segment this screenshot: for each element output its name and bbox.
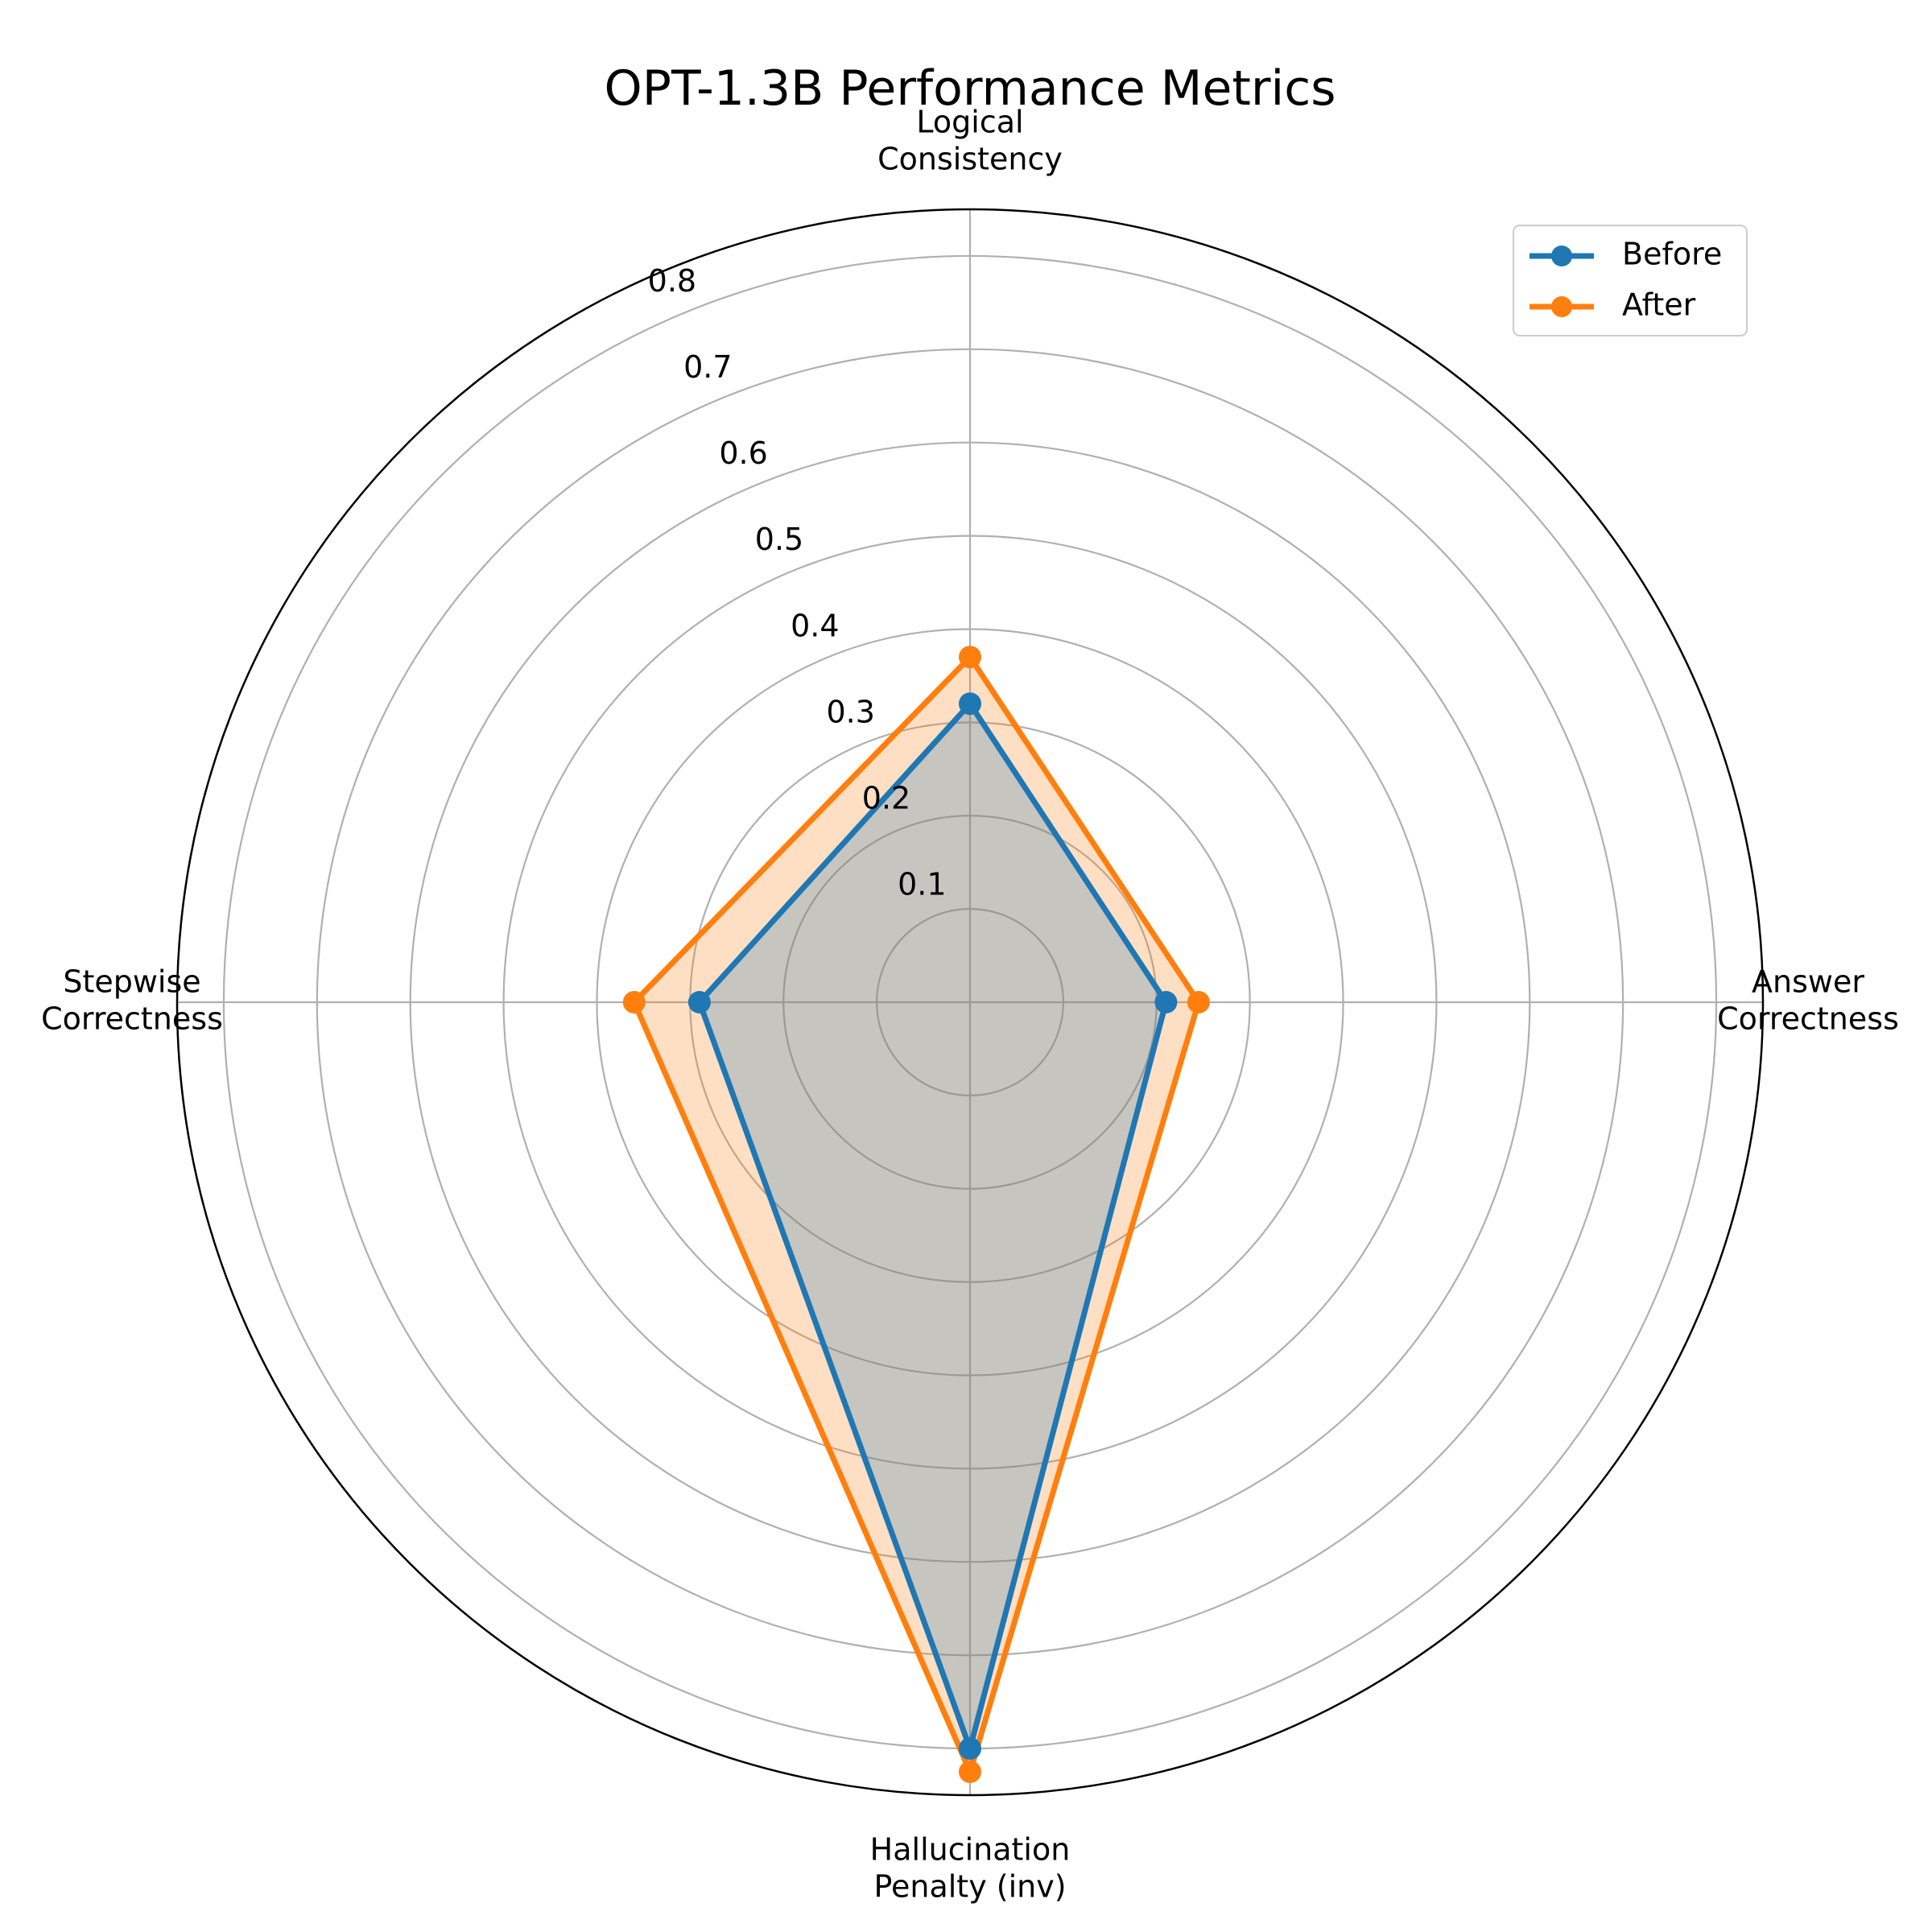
series-fill-before [699, 704, 1166, 1749]
point-after-2 [1187, 991, 1210, 1013]
tick-label-1: 0.1 [898, 867, 946, 902]
tick-label-6: 0.6 [719, 436, 767, 471]
tick-label-7: 0.7 [683, 349, 732, 385]
axis-labels: LogicalConsistencyAnswerCorrectnessHallu… [41, 105, 1899, 1905]
tick-label-3: 0.3 [826, 694, 874, 729]
series-fill-after [634, 657, 1199, 1773]
axis-label-2-line-1: Answer [1752, 964, 1864, 1000]
point-before-2 [1154, 991, 1178, 1013]
axis-label-2-line-2: Correctness [1717, 1001, 1899, 1037]
point-after-4 [622, 991, 646, 1013]
axis-label-1-line-1: Logical [916, 105, 1023, 140]
point-after-3 [959, 1761, 981, 1783]
point-after-1 [959, 646, 981, 669]
chart-title: OPT-1.3B Performance Metrics [605, 60, 1336, 117]
point-before-1 [959, 692, 981, 716]
point-before-4 [687, 991, 711, 1013]
legend-marker-before [1551, 246, 1572, 266]
legend-label-after: After [1622, 287, 1696, 323]
axis-label-3-line-2: Penalty (inv) [873, 1869, 1066, 1905]
series-layer [622, 646, 1210, 1783]
tick-label-2: 0.2 [862, 780, 910, 815]
outer-frame [175, 208, 1765, 1797]
axis-label-4-line-1: Stepwise [63, 964, 200, 1000]
radial-ticks: 0.1 0.2 0.3 0.4 0.5 0.6 0.7 0.8 [648, 263, 947, 902]
axis-label-3-line-1: Hallucination [870, 1832, 1071, 1868]
legend-marker-after [1551, 296, 1572, 317]
tick-label-4: 0.4 [791, 608, 839, 643]
legend-label-before: Before [1622, 237, 1722, 272]
tick-label-8: 0.8 [648, 263, 696, 299]
legend: Before After [1513, 225, 1748, 336]
point-before-3 [959, 1737, 981, 1761]
tick-label-5: 0.5 [755, 522, 803, 557]
axis-label-1-line-2: Consistency [877, 142, 1063, 177]
axis-label-4-line-2: Correctness [41, 1001, 223, 1037]
